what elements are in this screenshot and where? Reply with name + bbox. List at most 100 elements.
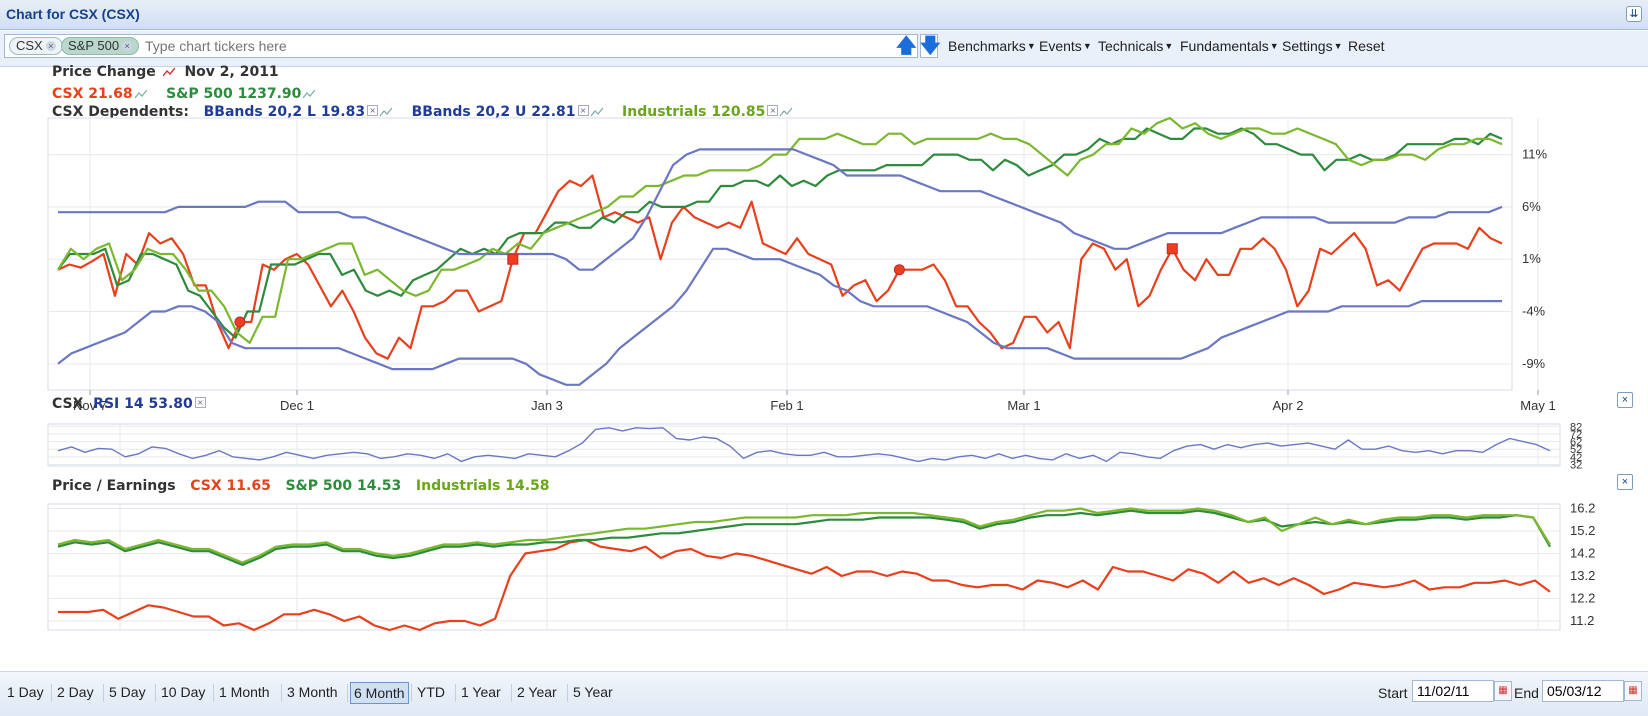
y-tick-label: 12.2 [1570,591,1595,606]
y-tick-label: 14.2 [1570,546,1595,561]
mini-chart-icon[interactable] [303,89,316,99]
legend-csx: CSX 21.68 [52,86,133,102]
menu-fundamentals[interactable]: Fundamentals▼ [1180,38,1279,54]
range-button-5-year[interactable]: 5 Year [573,684,613,700]
range-button-5-day[interactable]: 5 Day [109,684,146,700]
menu-benchmarks[interactable]: Benchmarks▼ [948,38,1036,54]
range-button-2-year[interactable]: 2 Year [517,684,557,700]
caret-down-icon: ▼ [1269,41,1279,51]
caret-down-icon: ▼ [1082,41,1092,51]
ticker-chip-label: S&P 500 [68,38,120,53]
y-tick-label: 52 [1570,444,1582,456]
plot-frame [47,503,1561,631]
window-title-bar: Chart for CSX (CSX) ⇊ [0,0,1648,30]
menu-label: Settings [1282,38,1333,54]
menu-label: Benchmarks [948,38,1026,54]
mini-chart-icon[interactable] [780,107,793,117]
ticker-input-box[interactable]: CSX× S&P 500× × [4,34,918,58]
x-tick-label: Nov 7 [73,398,107,413]
x-tick-label: Mar 1 [1007,398,1040,413]
close-icon[interactable]: × [122,41,133,51]
range-button-1-year[interactable]: 1 Year [461,684,501,700]
range-button-6-month[interactable]: 6 Month [350,682,409,704]
main-legend-row: CSX 21.68 S&P 500 1237.90 [52,86,316,102]
y-tick-label: 62 [1570,437,1582,449]
ticker-search-input[interactable] [145,36,895,56]
window-title: Chart for CSX (CSX) [6,6,140,22]
range-button-1-month[interactable]: 1 Month [219,684,270,700]
y-tick-label: 72 [1570,429,1582,441]
range-button-3-month[interactable]: 3 Month [287,684,338,700]
menu-settings[interactable]: Settings▼ [1282,38,1343,54]
menu-label: Fundamentals [1180,38,1269,54]
mini-chart-icon[interactable] [590,107,603,117]
pe-chart[interactable]: 16.2 15.2 14.2 13.2 12.2 11.2 [0,498,1648,638]
mini-chart-icon[interactable] [134,89,147,99]
arrow-down-icon[interactable]: 🡇 [920,35,941,57]
legend-bbands-upper: BBands 20,2 U 22.81 [411,104,576,120]
chevron-down-icon[interactable]: ▼ [920,34,938,58]
series-line-csx [57,174,1503,360]
pe-legend-csx: CSX 11.65 [190,478,271,494]
y-tick-label: 32 [1570,459,1582,470]
chart-type-icon[interactable] [162,67,175,77]
range-button-10-day[interactable]: 10 Day [161,684,206,700]
range-separator [455,684,456,702]
range-separator [103,684,104,702]
caret-down-icon: ▼ [1333,41,1343,51]
pe-title: Price / Earnings [52,478,176,494]
range-button-ytd[interactable]: YTD [417,684,445,700]
ticker-toolbar: CSX× S&P 500× × ▼ 🡅 🡇 Benchmarks▼ Events… [0,31,1648,67]
ticker-chip-sp500[interactable]: S&P 500 × [61,37,140,55]
series-line-bbands-20-2-u [58,148,1503,271]
menu-label: Technicals [1098,38,1164,54]
event-marker-square [507,253,519,265]
close-icon[interactable]: × [767,105,779,116]
y-tick-label: 13.2 [1570,568,1595,583]
range-button-1-day[interactable]: 1 Day [7,684,44,700]
y-tick-label: 82 [1570,421,1582,433]
caret-down-icon: ▼ [1026,41,1036,51]
mini-chart-icon[interactable] [380,107,393,117]
y-tick-label: 6% [1522,199,1541,214]
calendar-icon[interactable]: ▦ [1624,681,1642,701]
range-separator [567,684,568,702]
close-icon[interactable]: × [577,105,589,116]
menu-technicals[interactable]: Technicals▼ [1098,38,1173,54]
range-button-2-day[interactable]: 2 Day [57,684,94,700]
close-icon[interactable]: × [367,105,379,116]
double-chevron-down-icon[interactable]: ⇊ [1626,6,1642,22]
price-change-chart[interactable]: 11% 6% 1% -4% -9% Nov 7 Dec 1 Jan 3 Feb 1 Mar 1 Ap… [0,100,1648,430]
series-line-s-p-500 [57,127,1503,339]
close-icon[interactable]: × [45,41,56,51]
calendar-icon[interactable]: ▦ [1494,681,1512,701]
reset-button[interactable]: Reset [1348,38,1385,54]
close-pe-panel-icon[interactable]: × [1617,474,1633,490]
menu-events[interactable]: Events▼ [1039,38,1092,54]
close-icon[interactable]: × [194,397,206,408]
dependents-label: CSX Dependents: [52,104,189,120]
panel-title: Price Change [52,64,156,80]
pe-legend-sp500: S&P 500 14.53 [285,478,402,494]
plot-frame [47,117,1513,391]
rsi-ticker: CSX [52,396,84,412]
y-tick-label: 16.2 [1570,501,1595,516]
pe-legend-industrials: Industrials 14.58 [415,478,550,494]
y-tick-label: 42 [1570,452,1582,464]
range-separator [511,684,512,702]
range-separator [213,684,214,702]
x-tick-label: Dec 1 [280,398,314,413]
series-line-rsi-14 [57,427,1551,463]
close-rsi-panel-icon[interactable]: × [1617,392,1633,408]
start-date-input[interactable] [1412,680,1494,702]
legend-sp500: S&P 500 1237.90 [166,86,302,102]
ticker-chip-csx[interactable]: CSX × [9,37,63,55]
price-change-header: Price Change Nov 2, 2011 [52,64,279,80]
x-tick-label: Jan 3 [531,398,563,413]
arrow-up-icon[interactable]: 🡅 [896,35,917,57]
end-date-input[interactable] [1542,680,1624,702]
clear-icon[interactable]: × [900,37,910,54]
range-separator [411,684,412,702]
x-tick-label: Feb 1 [770,398,803,413]
